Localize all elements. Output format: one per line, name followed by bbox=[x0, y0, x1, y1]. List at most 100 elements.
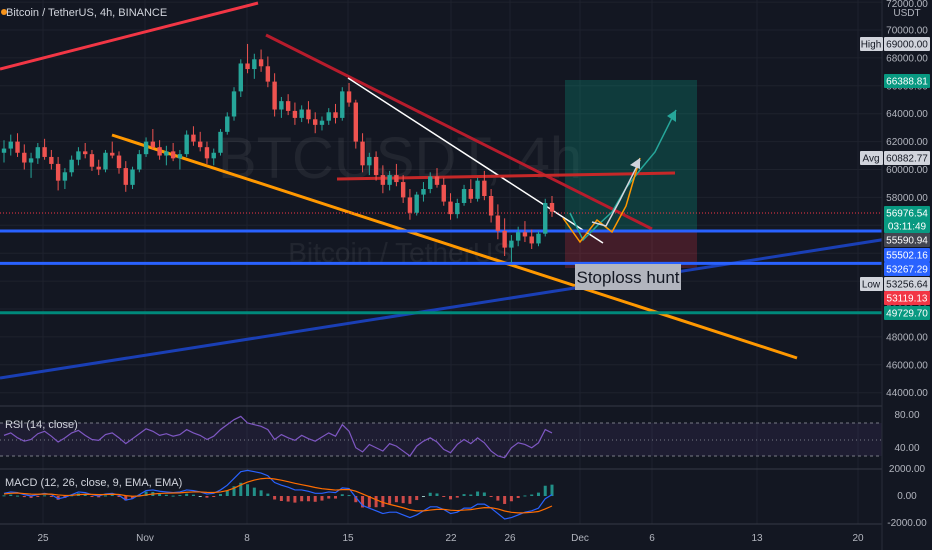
macd-histogram-bar bbox=[496, 496, 500, 501]
macd-histogram-bar bbox=[334, 496, 338, 499]
price-tick-label: 46000.00 bbox=[886, 360, 928, 371]
macd-histogram-bar bbox=[144, 491, 148, 496]
candle-body bbox=[414, 194, 419, 213]
candle-body bbox=[164, 151, 169, 156]
candle-body bbox=[22, 152, 27, 163]
macd-histogram-bar bbox=[482, 492, 486, 496]
macd-histogram-bar bbox=[252, 487, 256, 496]
candle-body bbox=[522, 232, 528, 237]
horizontal-levels[interactable] bbox=[0, 229, 882, 315]
macd-histogram-bar bbox=[225, 490, 229, 496]
macd-histogram-bar bbox=[49, 496, 53, 497]
macd-histogram-bar bbox=[536, 492, 540, 496]
symbol-title[interactable]: Bitcoin / TetherUS, 4h, BINANCE bbox=[6, 7, 167, 19]
candle-body bbox=[245, 63, 250, 70]
candle-body bbox=[434, 176, 440, 185]
price-tag bbox=[884, 219, 930, 233]
price-tag-label: Low bbox=[862, 280, 881, 291]
time-axis[interactable]: 25 Nov 8 15 22 26 Dec 6 13 20 bbox=[37, 533, 864, 544]
candle-body bbox=[306, 109, 311, 120]
price-tag bbox=[884, 206, 930, 220]
macd-histogram-bar bbox=[90, 496, 94, 497]
price-tick-label: 64000.00 bbox=[886, 109, 928, 120]
price-tag-label-bg bbox=[860, 37, 883, 51]
candle-body bbox=[299, 109, 304, 118]
stoploss-hunt-label[interactable]: Stoploss hunt bbox=[576, 268, 679, 287]
candle-body bbox=[69, 159, 74, 173]
price-tick-label: 62000.00 bbox=[886, 137, 928, 148]
macd-histogram-bar bbox=[36, 496, 40, 497]
target-zone-box[interactable] bbox=[565, 80, 697, 231]
macd-histogram-bar bbox=[361, 496, 365, 508]
price-tick-label: 68000.00 bbox=[886, 53, 928, 64]
macd-histogram-bar bbox=[259, 490, 263, 496]
candle-body bbox=[353, 102, 359, 142]
price-tag-value: 56976.54 bbox=[886, 209, 928, 220]
price-tag bbox=[884, 37, 930, 51]
rsi-line bbox=[3, 415, 553, 459]
price-tag-value: 53256.64 bbox=[886, 280, 928, 291]
macd-histogram-bar bbox=[421, 496, 425, 497]
candle-body bbox=[197, 141, 203, 148]
macd-histogram-bar bbox=[462, 494, 466, 496]
macd-histogram-bar bbox=[246, 484, 250, 496]
macd-histogram-bar bbox=[198, 496, 202, 497]
macd-title[interactable]: MACD (12, 26, close, 9, EMA, EMA) bbox=[5, 477, 182, 489]
price-tick-label: 60000.00 bbox=[886, 165, 928, 176]
candle-body bbox=[448, 201, 453, 215]
price-tag-value: 55502.16 bbox=[886, 251, 928, 262]
candle-body bbox=[461, 189, 467, 203]
candle-body bbox=[441, 184, 446, 202]
descending-red-trendline[interactable] bbox=[265, 33, 653, 231]
stoploss-hunt-label-bg bbox=[575, 264, 681, 290]
bitcoin-icon bbox=[1, 9, 7, 15]
price-tag-value: 66388.81 bbox=[886, 77, 928, 88]
macd-histogram-bar bbox=[388, 496, 392, 504]
price-tag-label-bg bbox=[860, 151, 883, 165]
macd-histogram-bar bbox=[442, 496, 446, 497]
upper-red-trendline[interactable] bbox=[0, 1, 259, 71]
candle-body bbox=[211, 152, 216, 159]
candle-body bbox=[455, 202, 460, 215]
candle-body bbox=[170, 151, 176, 159]
macd-histogram-bar bbox=[306, 496, 310, 502]
candle-body bbox=[543, 202, 548, 234]
candle-body bbox=[380, 175, 386, 185]
macd-histogram-bar bbox=[83, 494, 87, 496]
candle-body bbox=[96, 166, 101, 170]
macd-histogram-bar bbox=[293, 496, 297, 503]
price-tag-label: Avg bbox=[862, 154, 879, 165]
blue-rising-trendline[interactable] bbox=[0, 230, 932, 380]
teal-projection-path[interactable] bbox=[569, 109, 677, 242]
stop-zone-box[interactable] bbox=[565, 231, 697, 268]
orange-support-line[interactable] bbox=[111, 133, 798, 360]
macd-histogram-bar bbox=[9, 494, 13, 496]
white-trendline[interactable] bbox=[347, 77, 604, 244]
price-axis-ticks: 44000.0046000.0048000.0050000.0052000.00… bbox=[886, 0, 928, 399]
macd-histogram-bar bbox=[117, 496, 121, 497]
macd-histogram-bar bbox=[401, 496, 405, 504]
rsi-title[interactable]: RSI (14, close) bbox=[5, 419, 78, 431]
time-tick-label: 6 bbox=[649, 533, 655, 544]
candle-body bbox=[394, 175, 399, 183]
macd-histogram-bar bbox=[327, 496, 331, 499]
candle-body bbox=[76, 151, 81, 160]
price-tag-value: 69000.00 bbox=[886, 40, 928, 51]
macd-histogram-bar bbox=[347, 495, 351, 497]
price-tag-value: 55590.94 bbox=[886, 236, 928, 247]
candle-body bbox=[502, 230, 507, 248]
macd-histogram-bar bbox=[503, 496, 507, 504]
grey-projection-path[interactable] bbox=[591, 159, 641, 227]
macd-histogram-bar bbox=[455, 496, 459, 498]
candles bbox=[1, 43, 555, 263]
trend-drawings[interactable] bbox=[0, 1, 932, 380]
price-tags: 69000.00 High 66388.81 60882.77 Avg 56976.54 0… bbox=[860, 37, 930, 320]
time-tick-label: Nov bbox=[136, 533, 154, 544]
macd-tick-top: 2000.00 bbox=[889, 464, 926, 475]
candle-body bbox=[488, 196, 494, 216]
horizontal-red-resistance[interactable] bbox=[336, 171, 676, 181]
macd-histogram-bar bbox=[415, 496, 419, 501]
macd-histogram-bar bbox=[191, 494, 195, 496]
